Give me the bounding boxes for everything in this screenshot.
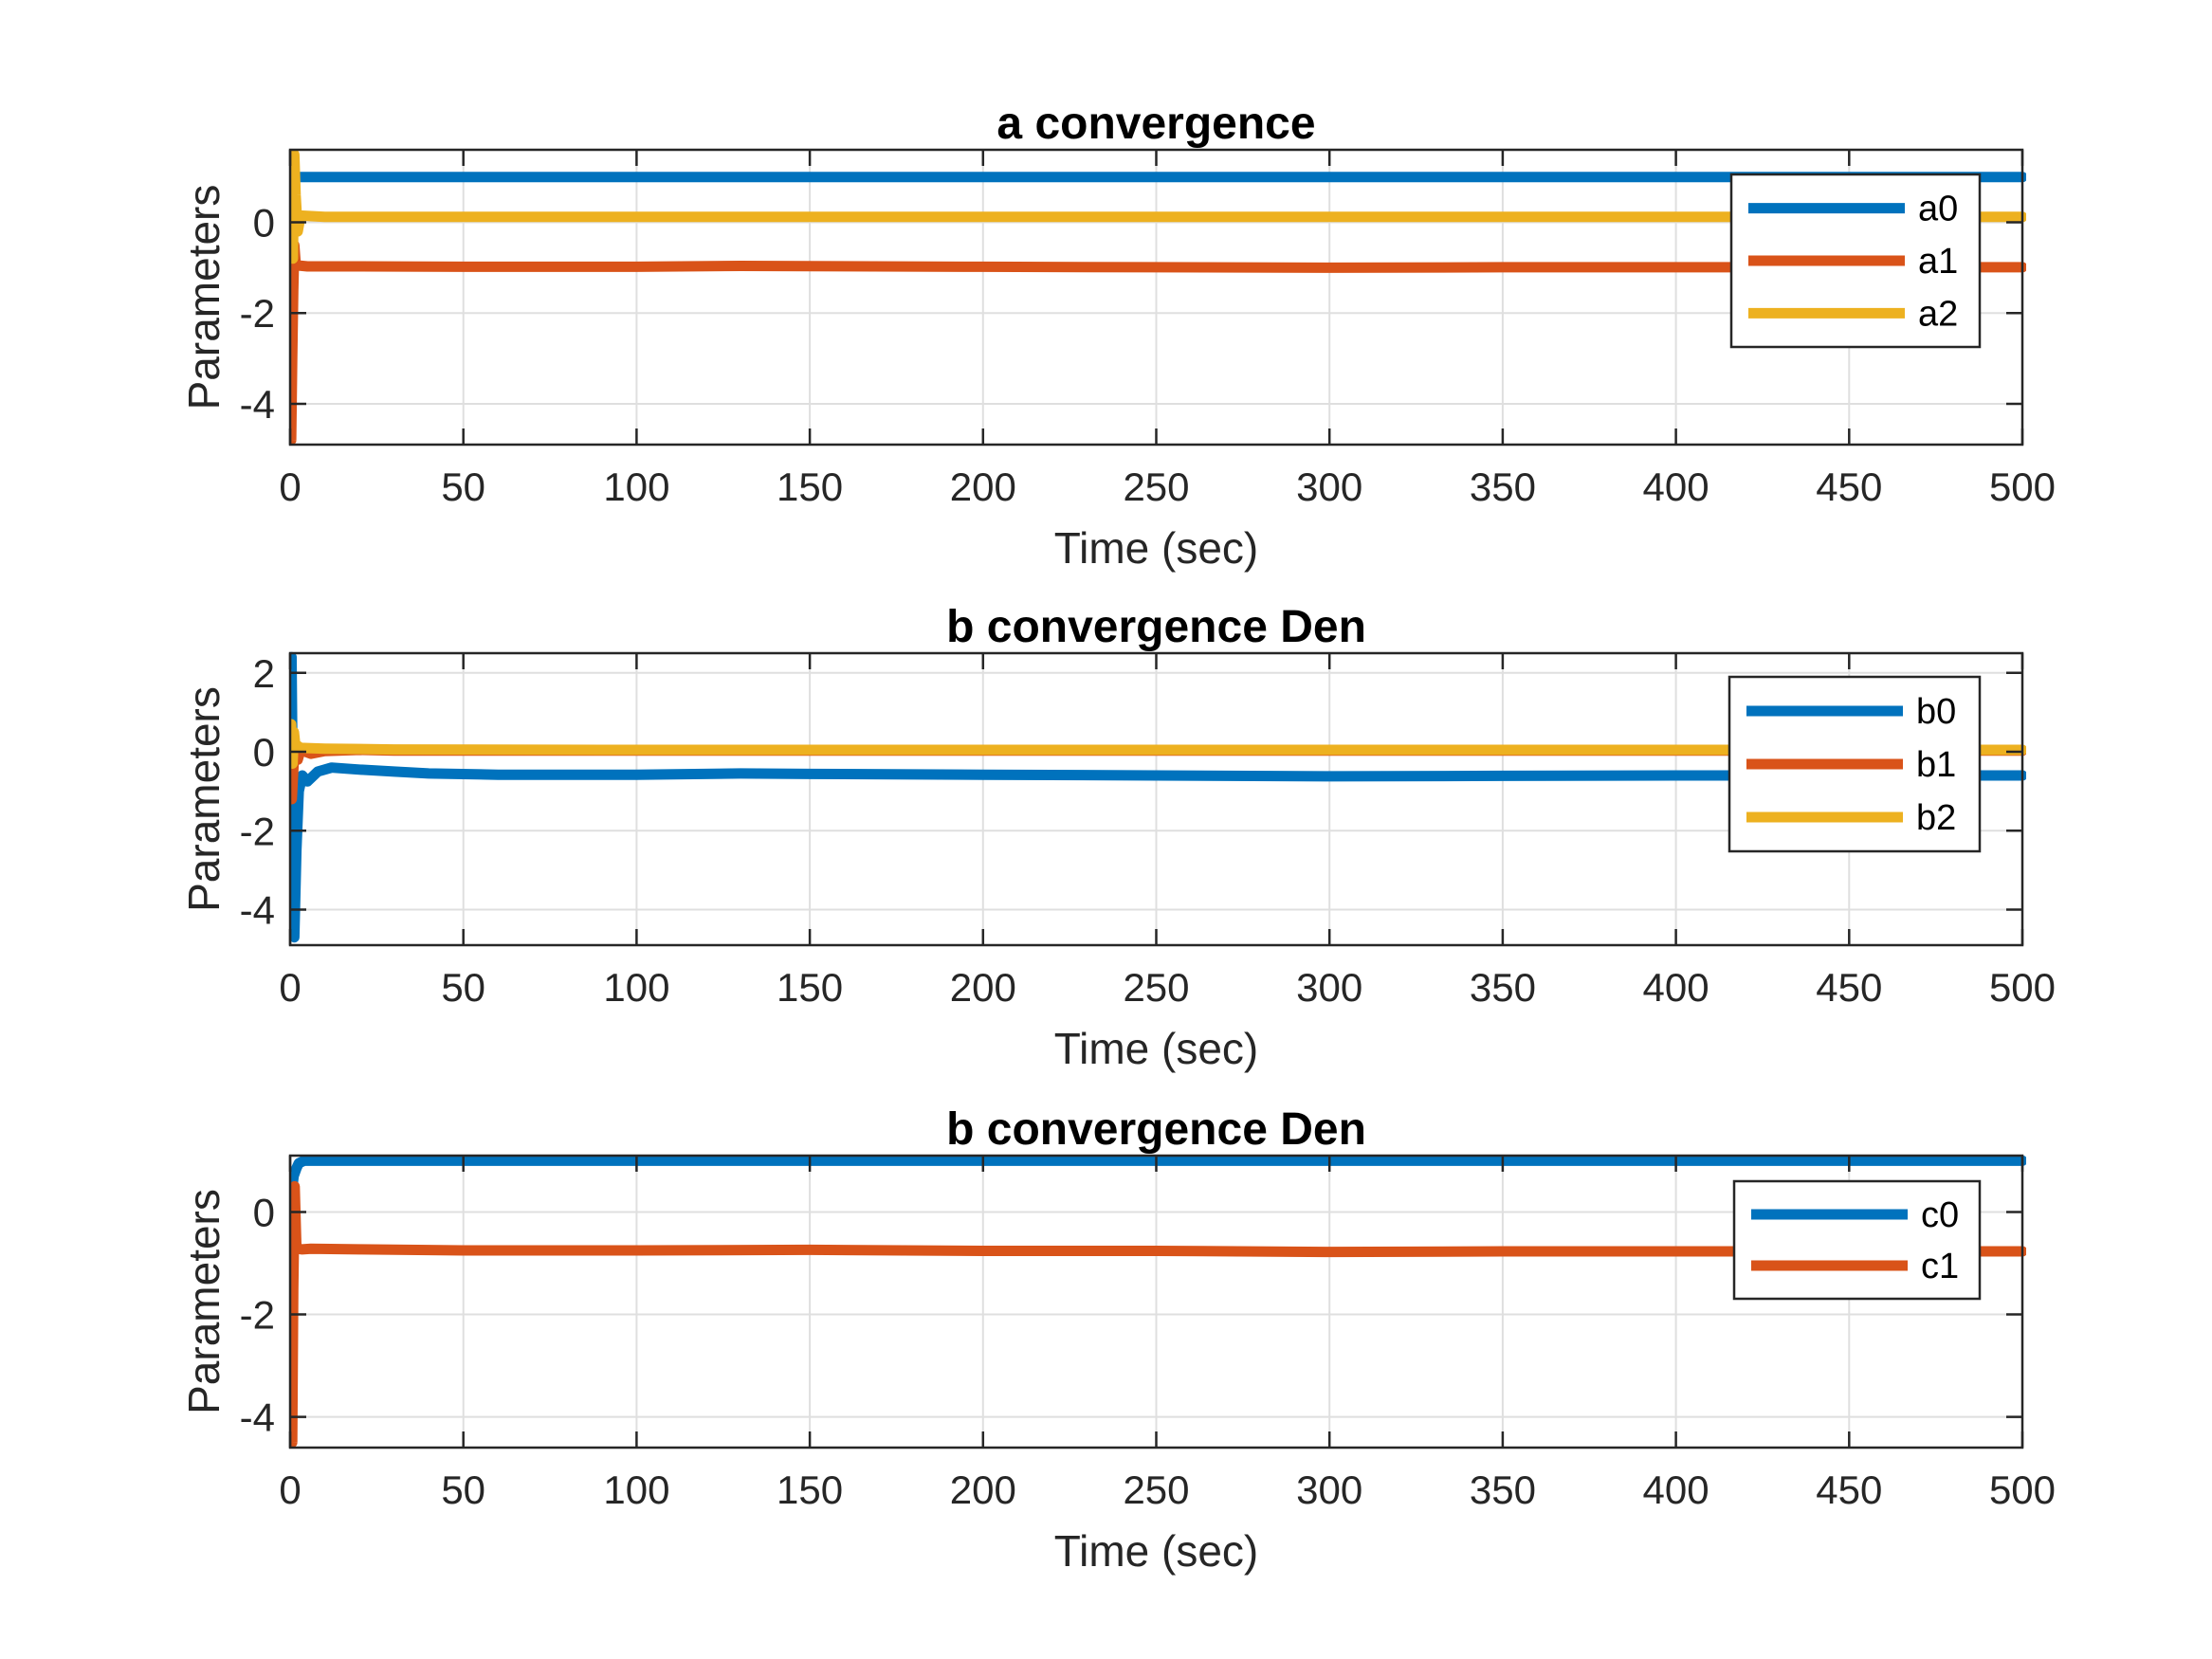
x-tick-label: 400 [1643, 465, 1709, 509]
y-tick-label: -4 [240, 888, 275, 933]
chart-title: b convergence Den [946, 602, 1366, 652]
x-tick-label: 350 [1470, 1468, 1536, 1512]
x-tick-label: 200 [950, 1468, 1016, 1512]
x-tick-label: 100 [603, 465, 669, 509]
x-tick-label: 0 [279, 965, 301, 1010]
series-line-c0 [290, 1155, 2026, 1217]
y-axis-label: Parameters [179, 1189, 229, 1414]
x-tick-label: 200 [950, 965, 1016, 1010]
subplot-3: 0 50 100 150 200 250 300 350 400 450 500 -4 -2 0 b con… [179, 1104, 2056, 1576]
y-tick-label: -2 [240, 809, 275, 853]
x-tick-label: 500 [1989, 965, 2056, 1010]
legend-label-c1: c1 [1921, 1247, 1959, 1286]
y-tick-label: -2 [240, 291, 275, 336]
x-tick-label: 300 [1296, 965, 1362, 1010]
x-tick-label: 150 [777, 1468, 843, 1512]
x-axis-label: Time (sec) [1054, 1024, 1259, 1073]
y-tick-label: -4 [240, 1395, 275, 1440]
x-axis-label: Time (sec) [1054, 523, 1259, 573]
x-tick-label: 100 [603, 965, 669, 1010]
x-tick-label: 400 [1643, 965, 1709, 1010]
legend-label-b2: b2 [1916, 798, 1956, 838]
x-tick-label: 100 [603, 1468, 669, 1512]
legend-box [1732, 1179, 1982, 1301]
x-tick-label: 50 [441, 965, 485, 1010]
x-tick-label: 300 [1296, 465, 1362, 509]
x-tick-label: 200 [950, 465, 1016, 509]
legend-label-a1: a1 [1918, 242, 1958, 282]
x-tick-label: 300 [1296, 1468, 1362, 1512]
subplot-2: 0 50 100 150 200 250 300 350 400 450 500 -4 -2 0 2 b co… [179, 602, 2056, 1073]
y-axis-label: Parameters [179, 686, 229, 912]
x-tick-label: 150 [777, 965, 843, 1010]
y-axis-label: Parameters [179, 185, 229, 410]
x-tick-label: 450 [1816, 965, 1882, 1010]
x-tick-label: 250 [1123, 465, 1189, 509]
x-tick-label: 0 [279, 465, 301, 509]
y-tick-label: 0 [253, 201, 275, 246]
subplot-1: 0 50 100 150 200 250 300 350 400 450 500 -4 -2 0 a con… [179, 99, 2056, 573]
series-line-a1 [290, 240, 2026, 446]
x-tick-label: 50 [441, 1468, 485, 1512]
y-tick-label: -4 [240, 382, 275, 427]
chart-title: a convergence [996, 99, 1315, 149]
y-tick-label: -2 [240, 1293, 275, 1338]
y-tick-label: 0 [253, 1190, 275, 1234]
legend-label-c0: c0 [1921, 1195, 1959, 1235]
x-tick-label: 350 [1470, 465, 1536, 509]
legend-label-a0: a0 [1918, 190, 1958, 229]
y-tick-label: 0 [253, 730, 275, 775]
x-tick-label: 500 [1989, 465, 2056, 509]
x-tick-label: 500 [1989, 1468, 2056, 1512]
x-tick-label: 0 [279, 1468, 301, 1512]
series-line-a2 [290, 149, 2026, 264]
legend-label-b0: b0 [1916, 692, 1956, 732]
x-tick-label: 450 [1816, 465, 1882, 509]
x-tick-label: 150 [777, 465, 843, 509]
x-tick-label: 50 [441, 465, 485, 509]
legend-label-a2: a2 [1918, 294, 1958, 334]
series-line-b0 [290, 651, 2026, 943]
x-tick-label: 250 [1123, 965, 1189, 1010]
series-line-c1 [290, 1180, 2026, 1449]
legend: a0 a1 a2 [1729, 173, 1982, 349]
x-tick-label: 350 [1470, 965, 1536, 1010]
legend-label-b1: b1 [1916, 745, 1956, 785]
legend: b0 b1 b2 [1728, 675, 1982, 853]
y-tick-label: 2 [253, 651, 275, 696]
x-tick-label: 250 [1123, 1468, 1189, 1512]
x-tick-label: 450 [1816, 1468, 1882, 1512]
series-line-b2 [290, 719, 2026, 769]
chart-title: b convergence Den [946, 1104, 1366, 1155]
x-tick-label: 400 [1643, 1468, 1709, 1512]
x-axis-label: Time (sec) [1054, 1526, 1259, 1576]
